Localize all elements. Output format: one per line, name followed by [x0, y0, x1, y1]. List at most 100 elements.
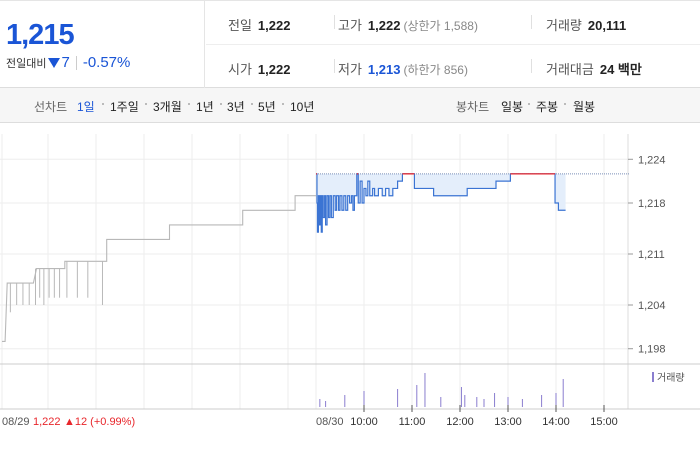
divider — [102, 103, 104, 105]
divider — [334, 15, 335, 29]
volume-bar — [344, 395, 346, 407]
period-1year[interactable]: 1년 — [196, 100, 214, 114]
low-value: 1,213 — [367, 62, 401, 77]
change-value: 7 — [61, 54, 70, 71]
volume-value: 20,111 — [587, 18, 627, 33]
period-1day[interactable]: 1일 — [77, 100, 95, 114]
y-tick-label: 1,198 — [638, 344, 666, 356]
price-chart: 1,224 1,218 1,211 1,204 1,198 거래량 08/29 1,22… — [0, 134, 700, 428]
volume-bar — [363, 391, 365, 407]
divider — [145, 103, 147, 105]
upper-limit: (상한가 1,588) — [403, 19, 478, 33]
down-triangle-icon — [48, 58, 61, 69]
y-tick-label: 1,218 — [638, 198, 666, 210]
volume-bar — [541, 395, 543, 407]
period-3years[interactable]: 3년 — [227, 100, 245, 114]
candle-monthly[interactable]: 월봉 — [573, 100, 596, 114]
today-price-line — [316, 173, 566, 233]
volume-bar — [319, 399, 321, 407]
volume-bar — [460, 387, 462, 407]
divider — [75, 56, 77, 71]
stats-row: 전일 1,222 고가 1,222 (상한가 1,588) 거래량 20,111 — [206, 1, 700, 45]
low-label: 저가 — [338, 62, 362, 77]
candle-chart-label: 봉차트 — [456, 100, 490, 114]
high-value: 1,222 — [367, 18, 401, 33]
divider — [531, 15, 532, 29]
divider — [564, 103, 566, 105]
open-label: 시가 — [228, 62, 252, 77]
prev-day-price-line — [2, 195, 316, 342]
x-axis-ticks: 10:00 11:00 12:00 13:00 14:00 15:00 — [350, 405, 618, 428]
candle-daily[interactable]: 일봉 — [501, 100, 524, 114]
y-tick-label: 1,224 — [638, 154, 666, 166]
volume-bar — [562, 379, 564, 407]
lower-limit: (하한가 856) — [403, 63, 468, 77]
divider — [282, 103, 284, 105]
change-label: 전일대비 — [6, 58, 47, 70]
volume-label: 거래량 — [546, 18, 582, 33]
prev-close-label: 전일 — [228, 18, 252, 33]
candle-weekly[interactable]: 주봉 — [536, 100, 559, 114]
x-tick-label: 12:00 — [446, 416, 474, 428]
divider — [251, 103, 253, 105]
volume-bar — [325, 401, 327, 407]
prev-day-price-noise — [9, 261, 103, 313]
price-summary: 1,215 전일대비 7 -0.57% 전일 1,222 고가 1,222 (상한가 1,… — [0, 0, 700, 89]
chart-grid — [0, 134, 629, 409]
volume-bar — [521, 399, 523, 407]
period-1week[interactable]: 1주일 — [110, 100, 139, 114]
today-date: 08/30 — [316, 416, 344, 428]
chart-period-bar: 선차트 1일 1주일 3개월 1년 3년 5년 10년 봉차트 일봉 주봉 월봉 — [0, 88, 700, 123]
volume-legend-swatch — [652, 372, 654, 382]
amount-cell: 거래대금 24 백만 — [546, 59, 642, 78]
divider — [334, 59, 335, 73]
prev-day-close: 1,222 — [33, 416, 61, 428]
high-label: 고가 — [338, 18, 362, 33]
current-price: 1,215 — [6, 19, 75, 51]
volume-bars — [319, 373, 564, 407]
period-5years[interactable]: 5년 — [258, 100, 276, 114]
x-tick-label: 15:00 — [590, 416, 618, 428]
period-10years[interactable]: 10년 — [290, 100, 315, 114]
volume-bar — [416, 385, 418, 407]
change-percent: -0.57% — [82, 54, 131, 71]
prev-close-value: 1,222 — [257, 18, 291, 33]
amount-label: 거래대금 — [546, 62, 594, 77]
volume-cell: 거래량 20,111 — [546, 15, 626, 34]
volume-bar — [397, 389, 399, 407]
divider — [220, 103, 222, 105]
volume-bar — [494, 393, 496, 407]
volume-bar — [476, 397, 478, 407]
volume-bar — [483, 399, 485, 407]
divider — [188, 103, 190, 105]
volume-bar — [555, 393, 557, 407]
x-tick-label: 13:00 — [494, 416, 522, 428]
x-tick-label: 11:00 — [399, 416, 426, 428]
prev-day-change: ▲12 (+0.99%) — [64, 416, 135, 428]
divider — [531, 59, 532, 73]
current-price-box: 1,215 전일대비 7 -0.57% — [0, 1, 205, 89]
volume-bar — [440, 397, 442, 407]
volume-bar — [507, 397, 509, 407]
x-tick-label: 14:00 — [542, 416, 570, 428]
period-3months[interactable]: 3개월 — [153, 100, 182, 114]
volume-bar — [464, 395, 466, 407]
line-chart-label: 선차트 — [34, 100, 68, 114]
high-cell: 고가 1,222 (상한가 1,588) — [338, 15, 478, 34]
y-axis-ticks: 1,224 1,218 1,211 1,204 1,198 — [628, 154, 666, 356]
low-cell: 저가 1,213 (하한가 856) — [338, 59, 468, 78]
y-tick-label: 1,204 — [638, 300, 666, 312]
volume-bar — [424, 373, 426, 407]
open-cell: 시가 1,222 — [228, 59, 290, 78]
prev-day-date: 08/29 — [2, 416, 30, 428]
x-tick-label: 10:00 — [350, 416, 378, 428]
stats-row: 시가 1,222 저가 1,213 (하한가 856) 거래대금 24 백만 — [206, 45, 700, 88]
amount-value: 24 백만 — [599, 62, 642, 77]
divider — [528, 103, 530, 105]
stats-grid: 전일 1,222 고가 1,222 (상한가 1,588) 거래량 20,111 시가 1… — [206, 1, 700, 89]
volume-legend: 거래량 — [657, 372, 685, 384]
y-tick-label: 1,211 — [638, 249, 665, 261]
open-value: 1,222 — [257, 62, 291, 77]
change-line: 전일대비 7 -0.57% — [6, 54, 130, 71]
prev-close-cell: 전일 1,222 — [228, 15, 290, 34]
